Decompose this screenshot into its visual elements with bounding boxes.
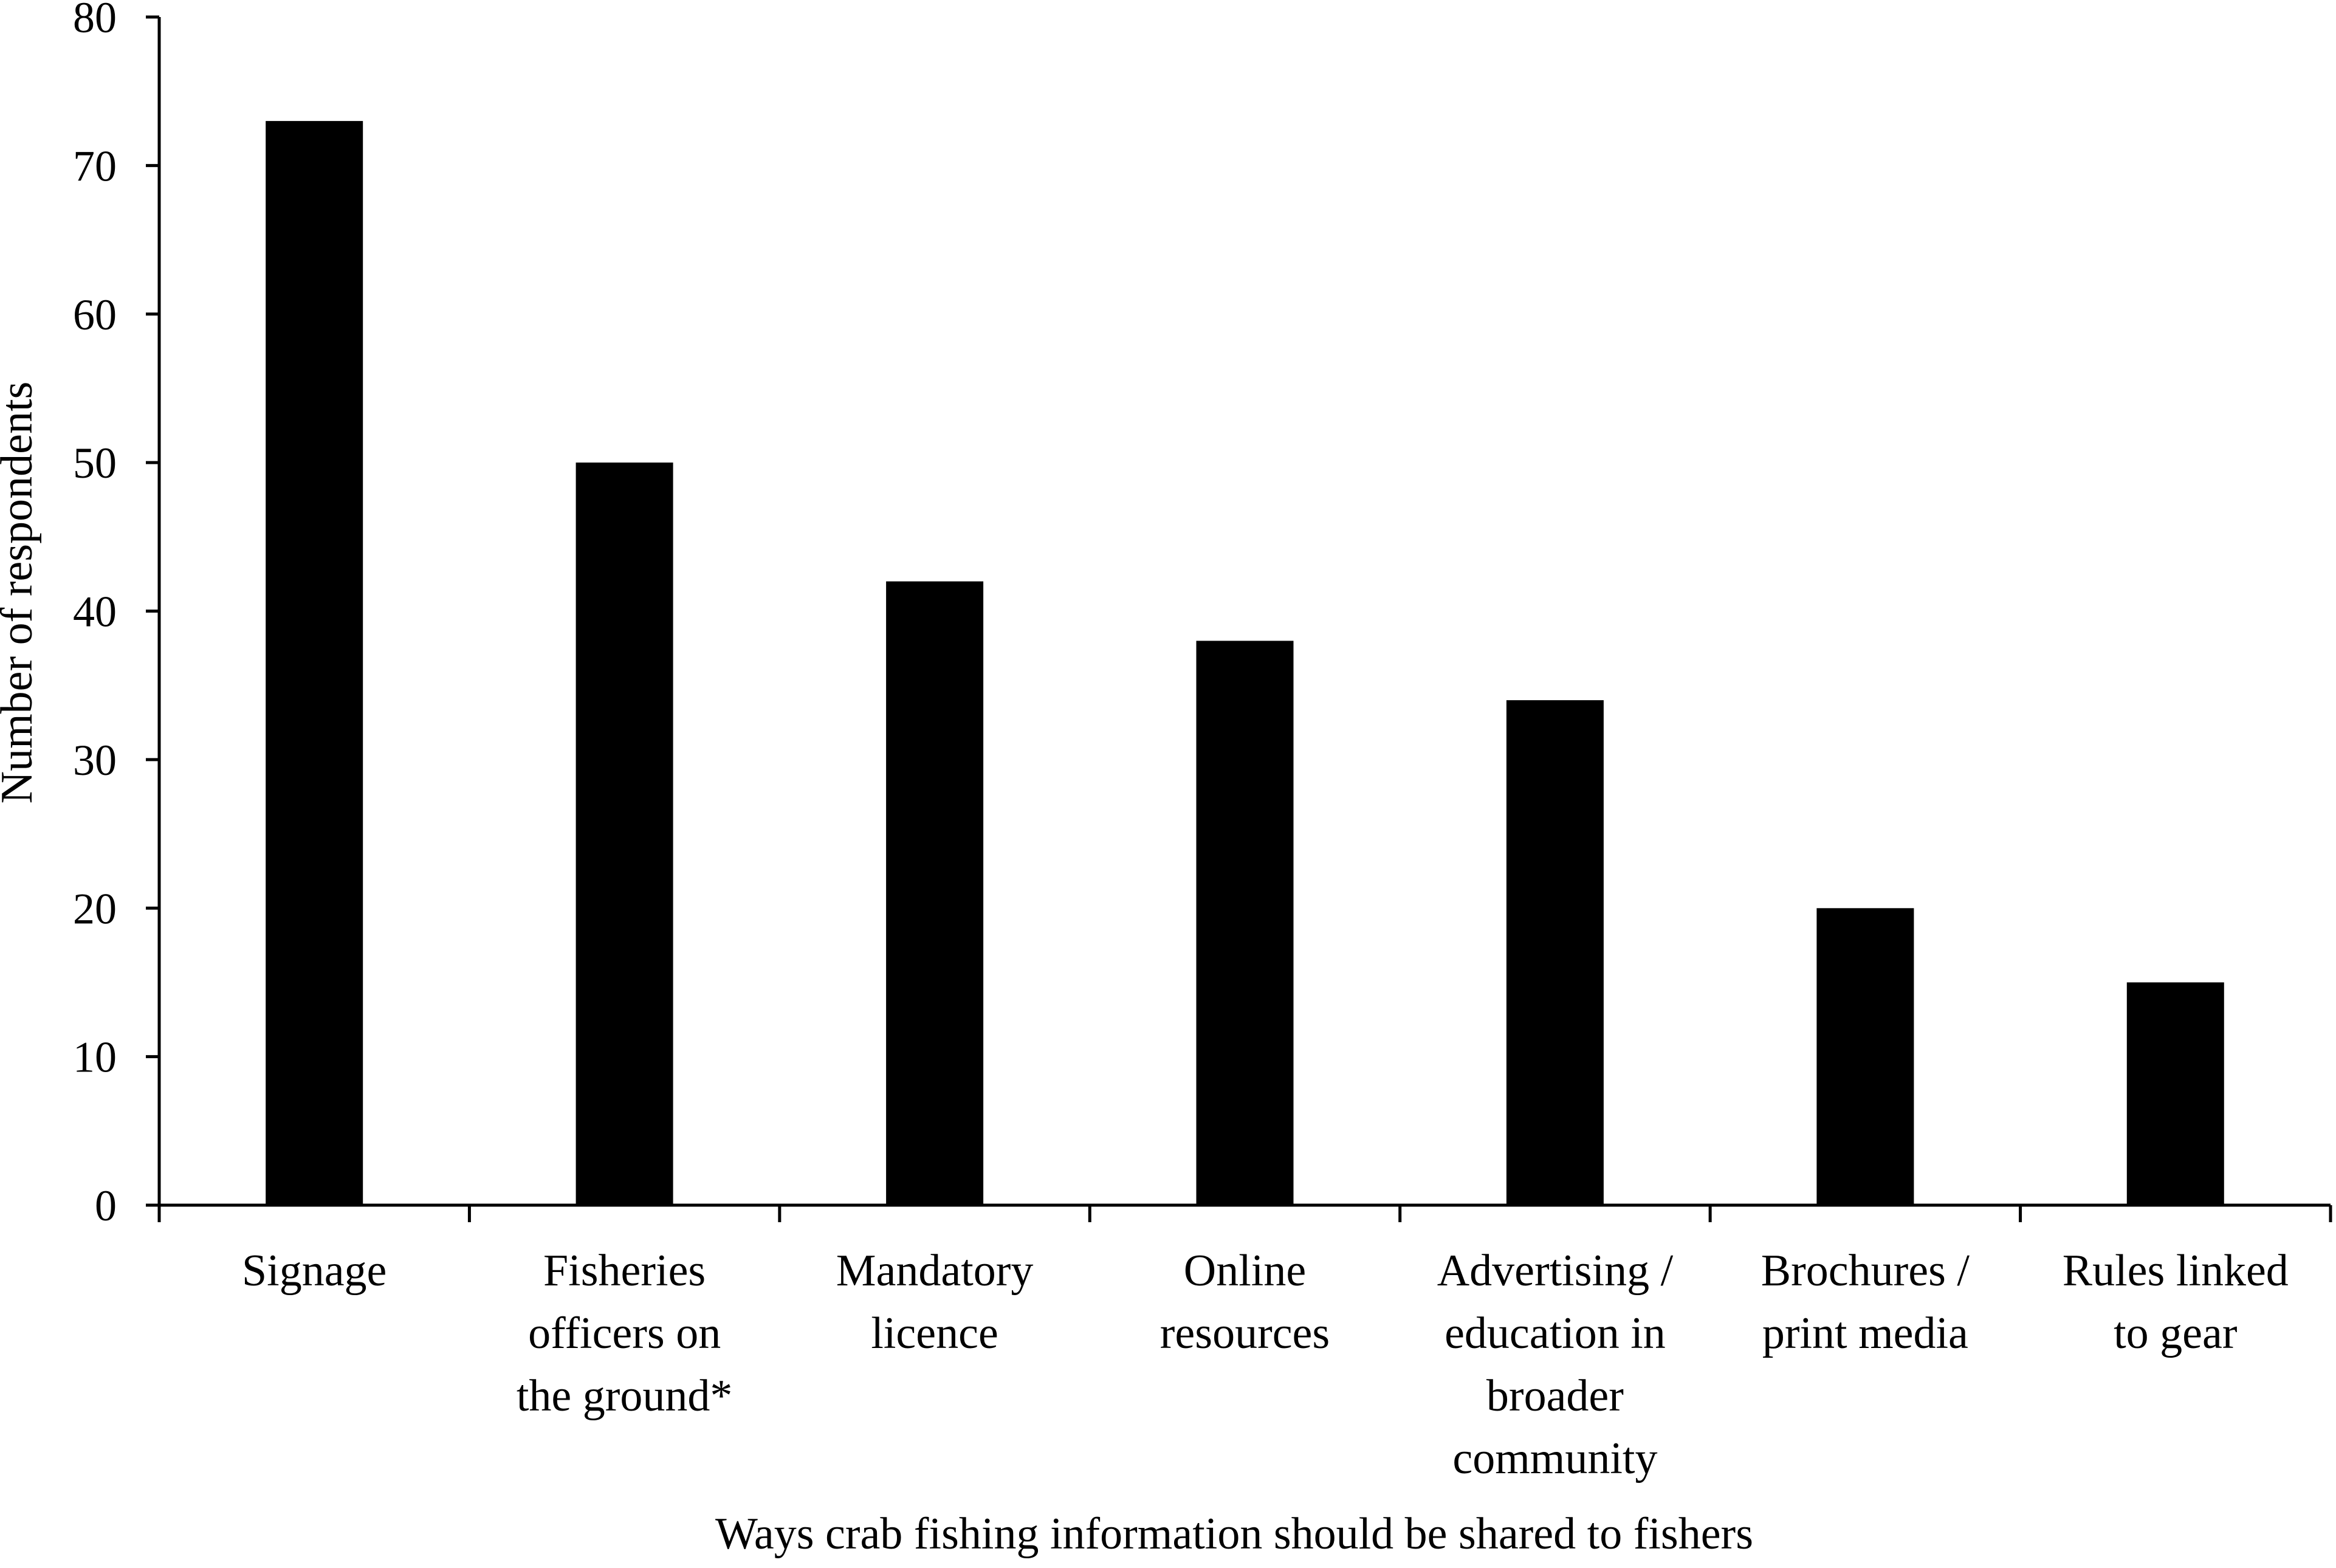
- y-tick-label-4: 40: [73, 588, 117, 636]
- x-tick-label-6: Rules linked to gear: [2063, 1246, 2289, 1358]
- y-tick-label-3: 30: [73, 736, 117, 785]
- y-tick-label-6: 60: [73, 291, 117, 339]
- x-axis: Signage Fisheries officers on the ground* Ma…: [157, 1203, 2332, 1484]
- bar-0: [266, 121, 363, 1206]
- y-tick-label-0: 0: [95, 1181, 117, 1230]
- x-tick-label-3: Online resources: [1160, 1246, 1330, 1358]
- x-tick-label-5: Brochures / print media: [1761, 1246, 1970, 1358]
- bar-2: [886, 581, 984, 1205]
- y-tick-label-7: 70: [73, 142, 117, 190]
- x-tick-label-0: Signage: [242, 1246, 386, 1296]
- y-tick-label-5: 50: [73, 439, 117, 487]
- bar-3: [1196, 641, 1294, 1205]
- bar-1: [575, 462, 673, 1205]
- x-tick-label-1: Fisheries officers on the ground*: [517, 1246, 733, 1421]
- x-tick-label-4: Advertising / education in broader communit…: [1437, 1246, 1674, 1484]
- bar-6: [2126, 982, 2224, 1205]
- bar-4: [1506, 700, 1604, 1205]
- y-tick-label-8: 80: [73, 0, 117, 42]
- y-axis-label: Number of respondents: [0, 382, 42, 804]
- y-tick-label-1: 10: [73, 1033, 117, 1082]
- x-axis-label: Ways crab fishing information should be …: [715, 1509, 1753, 1559]
- y-tick-label-2: 20: [73, 884, 117, 933]
- bars-group: [266, 121, 2224, 1206]
- y-axis: 0 10 20 30 40 50 60 70 80: [73, 0, 161, 1230]
- bar-5: [1816, 908, 1914, 1206]
- x-tick-label-2: Mandatory licence: [836, 1246, 1034, 1358]
